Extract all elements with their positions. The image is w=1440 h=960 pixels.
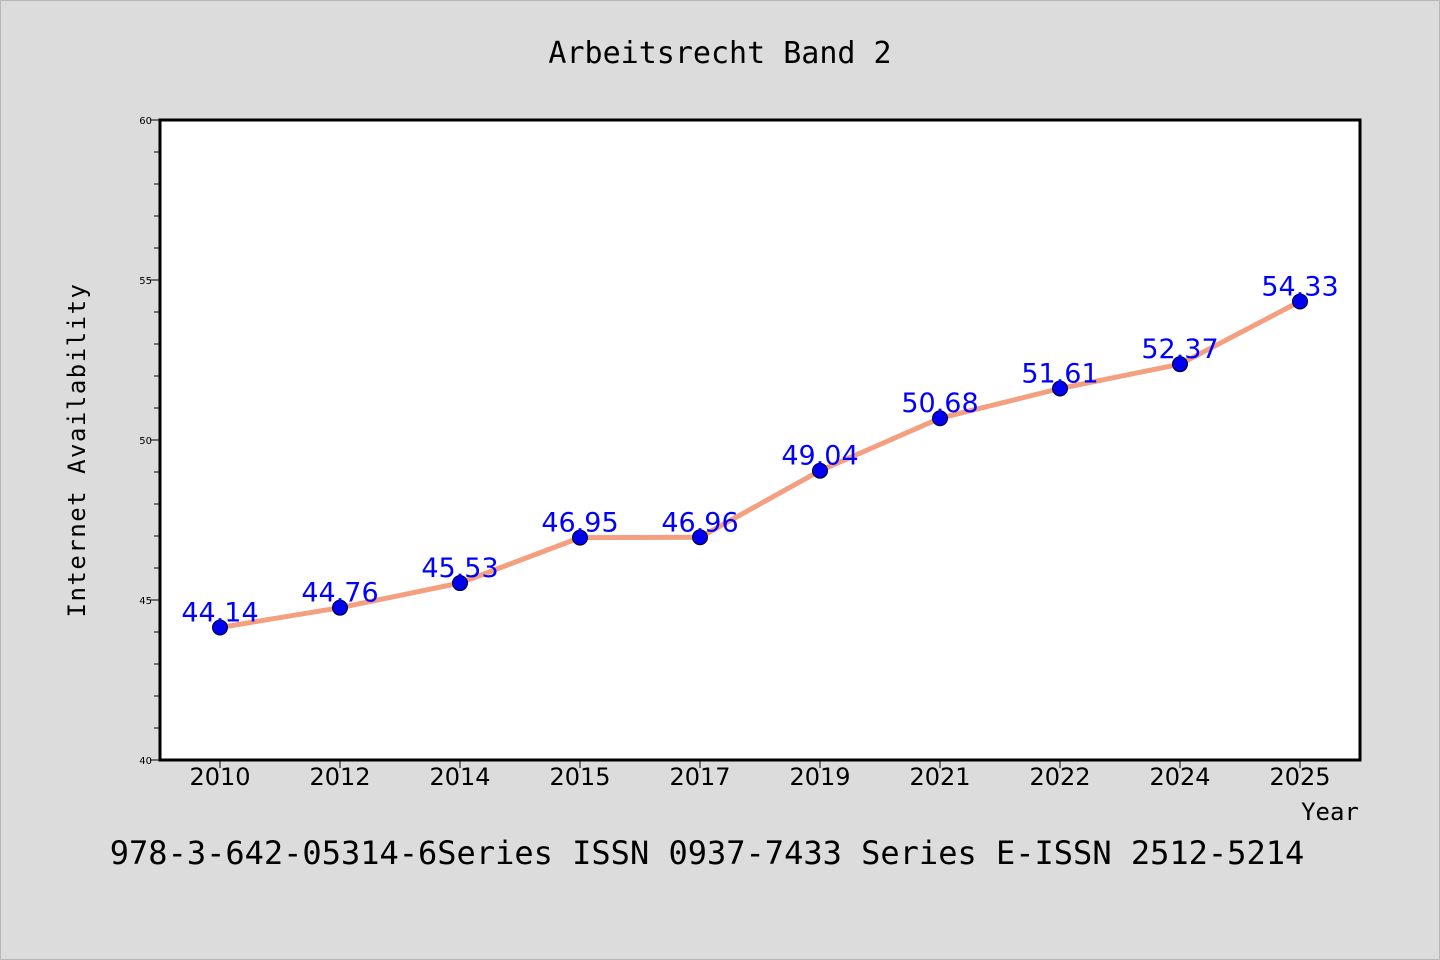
data-point-2025 — [1292, 293, 1308, 310]
data-point-2021 — [932, 410, 948, 427]
x-tick-label: 2022 — [1029, 763, 1090, 791]
data-point-2017 — [692, 529, 708, 546]
y-axis-ticks: 40 45 50 55 60 — [139, 116, 160, 767]
y-tick-label: 45 — [139, 596, 152, 607]
chart-title: Arbeitsrecht Band 2 — [548, 36, 891, 71]
y-tick-label: 60 — [139, 116, 152, 127]
data-label-2015: 46.95 — [541, 508, 618, 539]
data-point-2024 — [1172, 356, 1188, 373]
data-point-2022 — [1052, 380, 1068, 397]
data-point-2015 — [572, 529, 588, 546]
data-label-2019: 49.04 — [781, 441, 858, 472]
x-axis-label: Year — [1301, 798, 1359, 826]
data-label-2017: 46.96 — [661, 507, 738, 538]
series-line — [217, 298, 1303, 630]
y-tick-label: 55 — [139, 276, 152, 287]
data-label-2021: 50.68 — [901, 388, 978, 419]
data-label-2014: 45.53 — [421, 553, 498, 584]
x-tick-label: 2012 — [309, 763, 370, 791]
data-labels: 44.14 44.76 45.53 46.95 46.96 49.04 50.68 51.61… — [181, 271, 1338, 628]
y-tick-label: 40 — [139, 756, 152, 767]
y-axis-label: Internet Availability — [63, 283, 91, 618]
footer-isbn-issn: 978-3-642-05314-6Series ISSN 0937-7433 S… — [110, 834, 1304, 872]
data-point-2019 — [812, 462, 828, 479]
x-tick-label: 2024 — [1149, 763, 1210, 791]
x-tick-label: 2015 — [549, 763, 610, 791]
x-tick-label: 2021 — [909, 763, 970, 791]
data-point-2012 — [332, 599, 348, 616]
data-point-2010 — [212, 619, 228, 636]
x-tick-label: 2010 — [189, 763, 250, 791]
data-point-markers — [212, 293, 1308, 636]
data-label-2024: 52.37 — [1141, 334, 1218, 365]
x-tick-label: 2017 — [669, 763, 730, 791]
data-label-2022: 51.61 — [1021, 358, 1098, 389]
y-minor-ticks — [154, 151, 160, 729]
x-tick-label: 2025 — [1269, 763, 1330, 791]
x-tick-label: 2014 — [429, 763, 490, 791]
x-axis-ticks: 2010 2012 2014 2015 2017 2019 2021 2022 2024 2025 — [189, 760, 1331, 791]
plot-area — [158, 118, 1362, 762]
data-label-2010: 44.14 — [181, 598, 258, 629]
y-tick-label: 50 — [139, 436, 152, 447]
x-tick-label: 2019 — [789, 763, 850, 791]
data-point-2014 — [452, 575, 468, 592]
data-label-2012: 44.76 — [301, 578, 378, 609]
data-label-2025: 54.33 — [1261, 271, 1338, 302]
